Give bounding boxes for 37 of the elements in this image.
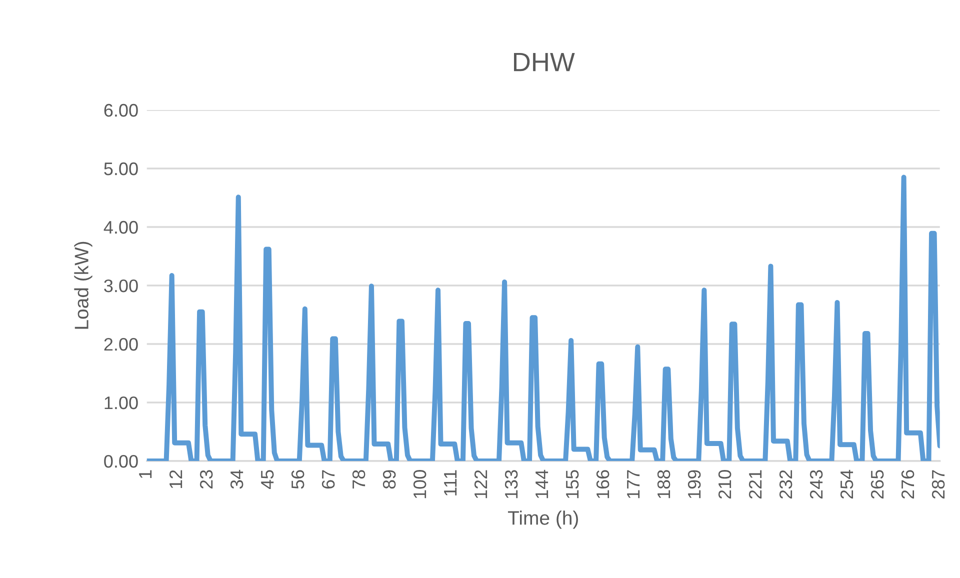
x-tick-label: 67 [322,470,335,489]
x-tick-label: 155 [566,470,579,498]
x-tick-label: 210 [718,470,732,499]
x-tick-label: 199 [688,470,701,498]
y-axis-title: Load (kW) [74,242,92,329]
x-tick-label: 122 [474,470,488,498]
y-tick-label: 3.00 [104,279,138,292]
x-tick-label: 12 [169,470,182,488]
x-axis-title: Time (h) [508,510,578,529]
x-tick-label: 232 [779,470,792,499]
x-tick-label: 89 [382,470,396,489]
y-tick-label: 4.00 [104,220,138,234]
x-tick-label: 166 [596,470,610,498]
y-tick-label: 0.00 [104,454,138,468]
x-tick-label: 243 [810,470,823,499]
x-tick-label: 1 [139,470,152,478]
chart-title: DHW [514,52,575,72]
x-tick-label: 34 [230,470,244,489]
x-tick-label: 144 [536,470,548,498]
x-tick-label: 133 [504,470,518,498]
y-tick-label: 2.00 [104,338,138,351]
x-tick-label: 111 [444,470,457,496]
x-tick-label: 45 [261,470,274,490]
x-tick-label: 287 [932,470,945,499]
x-tick-label: 78 [352,470,366,488]
x-tick-label: 265 [870,470,884,499]
x-tick-label: 188 [657,470,670,498]
y-tick-label: 1.00 [104,396,138,410]
y-tick-label: 5.00 [104,162,138,176]
x-tick-label: 276 [901,470,914,499]
x-tick-label: 23 [200,470,213,489]
x-tick-label: 100 [413,470,426,498]
x-tick-label: 254 [840,470,854,499]
x-tick-label: 177 [627,470,640,498]
x-tick-label: 56 [291,470,304,489]
x-tick-label: 221 [748,470,762,499]
y-tick-label: 6.00 [104,104,138,117]
